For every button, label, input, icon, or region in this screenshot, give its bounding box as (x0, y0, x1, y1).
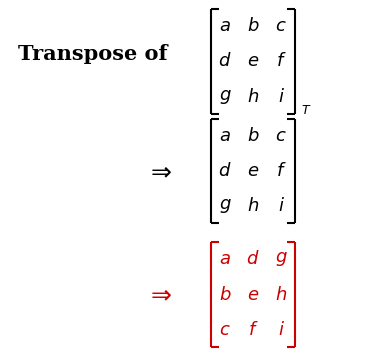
Text: $\mathit{f}$: $\mathit{f}$ (276, 162, 286, 180)
Text: $\mathit{c}$: $\mathit{c}$ (275, 127, 287, 145)
Text: $\mathit{g}$: $\mathit{g}$ (219, 88, 231, 106)
Text: $\mathit{d}$: $\mathit{d}$ (218, 162, 232, 180)
Text: $\mathit{e}$: $\mathit{e}$ (247, 162, 259, 180)
Text: $\mathit{h}$: $\mathit{h}$ (275, 286, 287, 304)
Text: $\mathit{h}$: $\mathit{h}$ (247, 197, 259, 215)
Text: $\mathit{d}$: $\mathit{d}$ (246, 250, 260, 268)
Text: $\mathit{b}$: $\mathit{b}$ (219, 286, 231, 304)
Text: $\mathit{e}$: $\mathit{e}$ (247, 286, 259, 304)
Text: $\mathit{c}$: $\mathit{c}$ (219, 321, 231, 339)
Text: $\mathit{b}$: $\mathit{b}$ (247, 17, 259, 35)
Text: $\mathit{g}$: $\mathit{g}$ (219, 197, 231, 215)
Text: $\mathit{c}$: $\mathit{c}$ (275, 17, 287, 35)
Text: $\mathit{a}$: $\mathit{a}$ (219, 17, 231, 35)
Text: $\mathit{a}$: $\mathit{a}$ (219, 250, 231, 268)
Text: $\mathit{i}$: $\mathit{i}$ (278, 321, 285, 339)
Text: $\mathit{T}$: $\mathit{T}$ (301, 104, 311, 117)
Text: $\mathit{g}$: $\mathit{g}$ (275, 250, 287, 268)
Text: $\mathit{i}$: $\mathit{i}$ (278, 197, 285, 215)
Text: $\mathit{a}$: $\mathit{a}$ (219, 127, 231, 145)
Text: $\mathit{i}$: $\mathit{i}$ (278, 88, 285, 106)
Text: $\mathit{h}$: $\mathit{h}$ (247, 88, 259, 106)
Text: $\mathit{f}$: $\mathit{f}$ (248, 321, 258, 339)
Text: Transpose of: Transpose of (18, 44, 167, 64)
Text: $\mathit{e}$: $\mathit{e}$ (247, 52, 259, 70)
Text: $\mathit{b}$: $\mathit{b}$ (247, 127, 259, 145)
Text: $\mathit{d}$: $\mathit{d}$ (218, 52, 232, 70)
Text: $\Rightarrow$: $\Rightarrow$ (146, 159, 173, 183)
Text: $\mathit{f}$: $\mathit{f}$ (276, 52, 286, 70)
Text: $\Rightarrow$: $\Rightarrow$ (146, 283, 173, 307)
